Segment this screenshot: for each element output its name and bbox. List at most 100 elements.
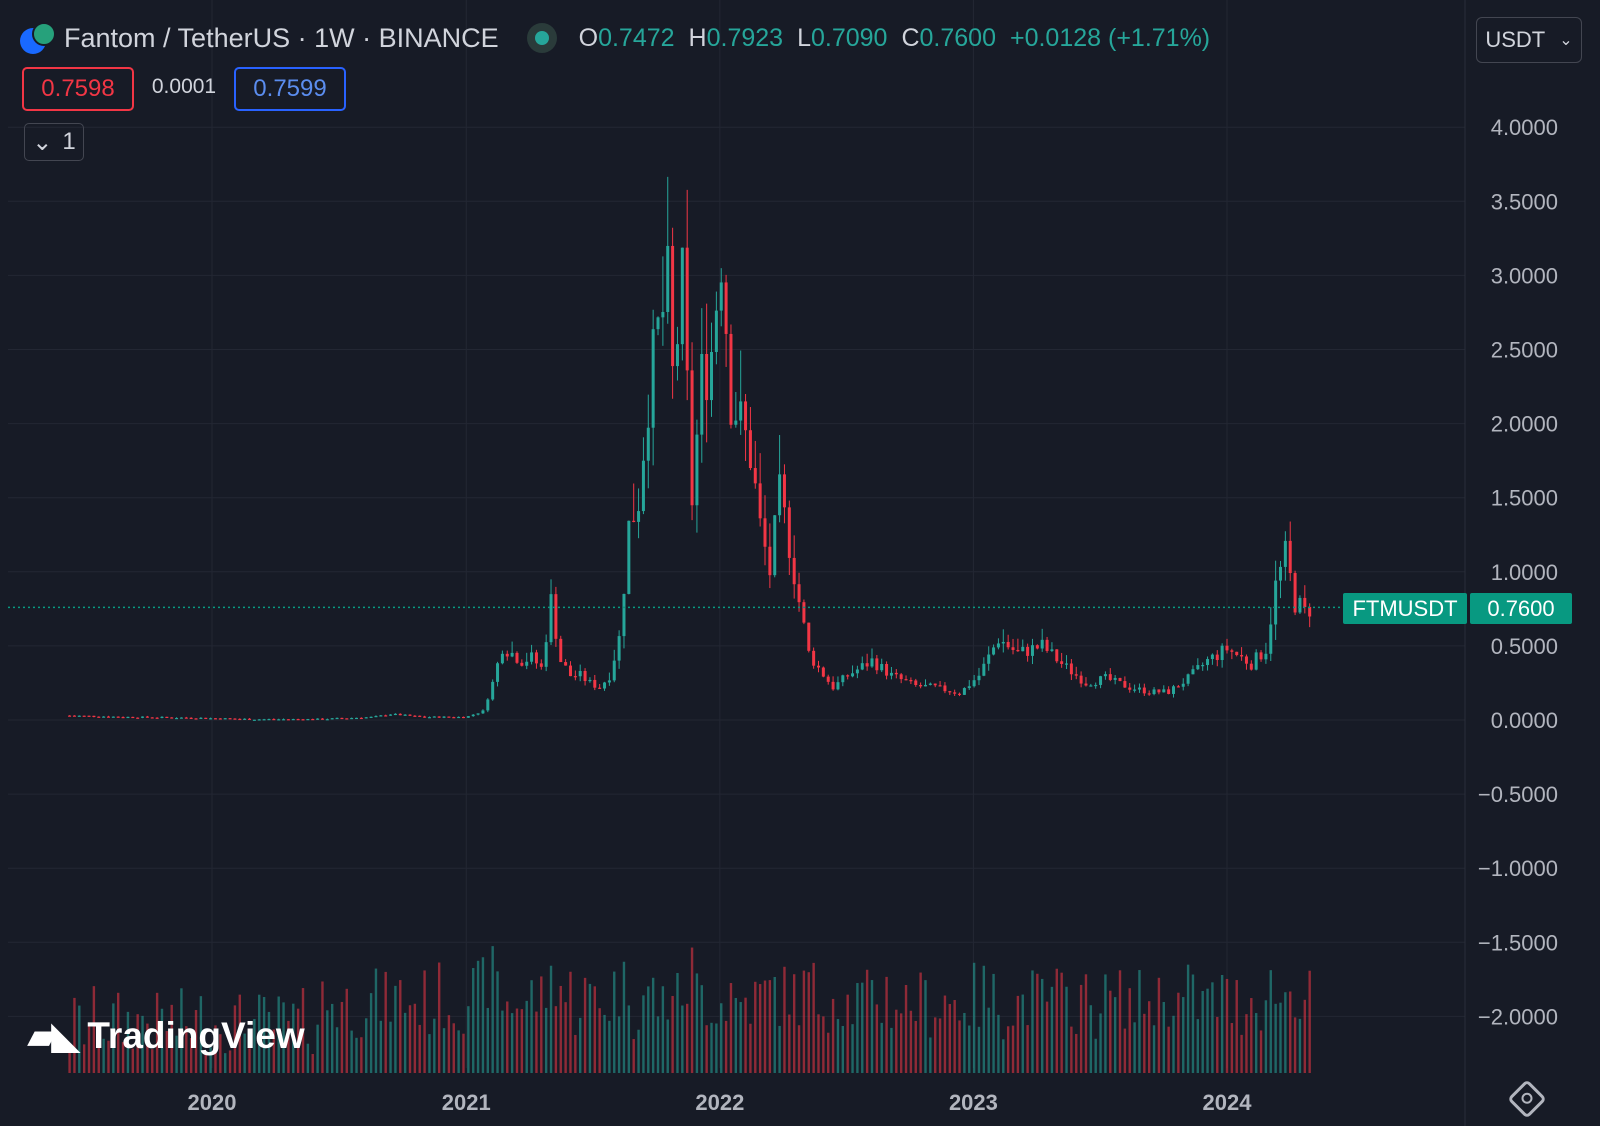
volume-bar — [861, 982, 864, 1073]
volume-bar — [1250, 998, 1253, 1073]
volume-bar — [880, 1022, 883, 1073]
candle-body — [539, 663, 543, 667]
candle-body — [1108, 674, 1112, 680]
currency-select[interactable]: USDT ⌄ — [1476, 17, 1582, 63]
candle-body — [282, 719, 286, 721]
candle-body — [1079, 675, 1083, 684]
change-value: +0.0128 (+1.71%) — [1009, 23, 1211, 52]
volume-bar — [433, 1018, 436, 1073]
volume-bar — [710, 1022, 713, 1073]
candle-body — [559, 638, 563, 663]
candle-body — [466, 716, 470, 718]
candle-body — [418, 715, 422, 717]
candle-body — [593, 679, 597, 688]
candle-body — [1206, 659, 1210, 666]
volume-bar — [656, 1016, 660, 1073]
volume-bar — [1065, 986, 1068, 1073]
volume-bar — [666, 1019, 669, 1073]
candle-body — [778, 474, 782, 516]
candle-body — [705, 354, 709, 401]
y-tick-label: 4.0000 — [1491, 115, 1558, 140]
candle-body — [68, 715, 72, 717]
candle-body — [1021, 646, 1025, 652]
candle-body — [316, 718, 320, 720]
candle-body — [724, 282, 728, 334]
volume-bar — [700, 985, 703, 1073]
candle-body — [248, 718, 252, 720]
candle-body — [481, 710, 485, 714]
volume-bar — [78, 1005, 81, 1073]
symbol-title[interactable]: Fantom / TetherUS · 1W · BINANCE — [64, 22, 499, 53]
candle-body — [568, 665, 572, 677]
candle-body — [729, 333, 733, 425]
volume-bar — [170, 1004, 173, 1073]
volume-bar — [1269, 970, 1272, 1073]
candle-body — [145, 716, 149, 718]
volume-bar — [146, 1023, 149, 1073]
candle-body — [131, 716, 135, 719]
volume-bar — [579, 1017, 582, 1073]
candle-body — [345, 718, 349, 720]
sell-button[interactable]: 0.7598 — [22, 67, 134, 111]
candle-body — [1303, 597, 1307, 608]
candle-body — [340, 717, 344, 720]
open-value: 0.7472 — [598, 23, 675, 52]
market-status-icon[interactable] — [526, 23, 557, 53]
volume-bar — [520, 1009, 524, 1073]
candle-body — [1283, 540, 1287, 567]
time-axis[interactable]: 2020 2021 2022 2023 2024 — [188, 1090, 1253, 1115]
candle-body — [617, 636, 621, 661]
candle-body — [923, 684, 927, 687]
candle-body — [836, 682, 840, 690]
volume-bar — [603, 1014, 606, 1073]
candle-body — [578, 670, 582, 677]
volume-bar — [1259, 1030, 1263, 1073]
volume-bar — [506, 1001, 509, 1073]
volume-bar — [160, 1008, 164, 1073]
volume-bar — [189, 1037, 193, 1073]
candle-body — [393, 713, 397, 716]
indicators-toggle-button[interactable]: ⌄ 1 — [24, 123, 84, 161]
grid-lines — [8, 0, 1466, 1126]
volume-bar — [865, 969, 869, 1073]
candle-body — [904, 679, 908, 681]
volume-bar — [1274, 1003, 1277, 1073]
candle-body — [116, 716, 120, 718]
volume-bar — [875, 1004, 879, 1073]
candle-body — [1259, 652, 1263, 660]
volume-bar — [185, 1026, 188, 1073]
candle-body — [1249, 663, 1253, 670]
candle-body — [97, 716, 101, 718]
candle-body — [389, 714, 393, 716]
candle-body — [753, 468, 757, 484]
volume-bar — [977, 1026, 981, 1073]
volume-bar — [1118, 970, 1122, 1073]
candle-body — [1103, 674, 1107, 677]
ohlc-legend: O0.7472 H0.7923 L0.7090 C0.7600 +0.0128 … — [579, 24, 1211, 53]
volume-bar — [258, 994, 261, 1073]
candle-body — [992, 647, 996, 655]
buy-button[interactable]: 0.7599 — [234, 67, 346, 111]
open-key: O — [578, 23, 599, 52]
candle-body — [953, 692, 957, 694]
candle-body — [1089, 685, 1093, 687]
candle-body — [515, 652, 519, 663]
candle-body — [442, 716, 446, 718]
volume-bar — [1303, 999, 1307, 1073]
volume-bar — [992, 973, 995, 1073]
candle-body — [700, 354, 704, 435]
candle-body — [564, 662, 568, 666]
volume-bar — [1045, 1001, 1049, 1073]
candlestick-series[interactable] — [68, 176, 1312, 721]
volume-bar — [870, 980, 874, 1073]
candle-body — [476, 713, 480, 715]
volume-bar — [569, 971, 572, 1073]
price-axis[interactable]: 4.0000 3.5000 3.0000 2.5000 2.0000 1.5000 1.00… — [1478, 115, 1558, 1029]
candle-body — [1264, 653, 1268, 660]
volume-bar — [1128, 988, 1131, 1073]
volume-bar — [1050, 986, 1054, 1073]
candle-body — [958, 693, 962, 695]
candle-body — [403, 714, 407, 716]
